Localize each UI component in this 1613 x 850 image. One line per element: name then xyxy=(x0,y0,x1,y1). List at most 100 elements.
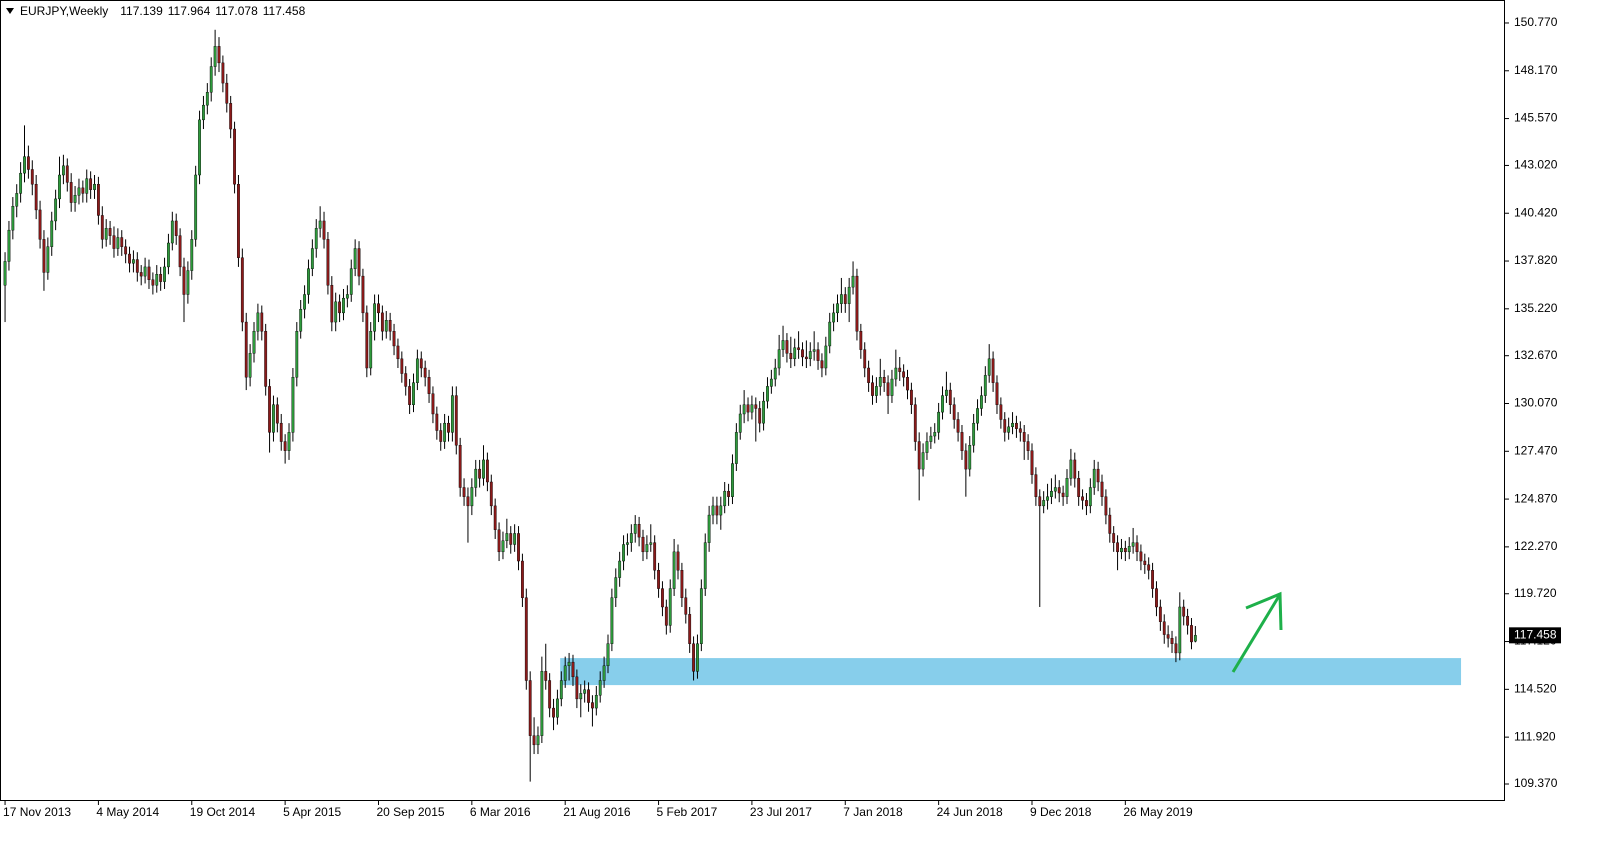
candle-body xyxy=(50,220,54,247)
candle-body xyxy=(190,239,194,271)
candle-body xyxy=(167,242,170,268)
candle-body xyxy=(859,331,863,350)
x-tick-label: 23 Jul 2017 xyxy=(750,805,812,819)
candle-body xyxy=(112,235,116,249)
candle-body xyxy=(135,259,139,273)
candle-body xyxy=(1085,500,1088,507)
candle-body xyxy=(439,430,443,442)
candle-body xyxy=(1120,547,1123,553)
candle-body xyxy=(1081,496,1084,501)
candle-body xyxy=(820,360,824,369)
candle-body xyxy=(1096,468,1100,483)
candle-body xyxy=(373,303,377,332)
candle-body xyxy=(38,209,42,240)
candle-body xyxy=(97,183,100,216)
candle-body xyxy=(653,542,657,571)
candle-body xyxy=(342,297,345,314)
y-tick-label: 130.070 xyxy=(1514,396,1558,410)
candle-body xyxy=(563,665,567,681)
candle-body xyxy=(715,505,719,516)
candle-body xyxy=(314,228,318,249)
y-tick-label: 145.570 xyxy=(1514,111,1558,125)
candle-body xyxy=(256,312,260,332)
candle-body xyxy=(544,671,548,681)
candle-body xyxy=(1030,450,1034,475)
candle-body xyxy=(766,386,769,402)
candle-body xyxy=(124,246,128,255)
candle-body xyxy=(952,404,956,420)
candle-body xyxy=(470,487,474,507)
candle-body xyxy=(556,698,559,718)
candle-body xyxy=(727,490,730,497)
candle-body xyxy=(34,183,38,211)
candle-body xyxy=(575,676,579,700)
candle-body xyxy=(186,270,190,295)
candle-body xyxy=(1007,426,1011,433)
candle-body xyxy=(540,671,544,736)
candle-body xyxy=(999,404,1003,420)
candle-body xyxy=(1131,542,1135,547)
candle-body xyxy=(485,459,489,483)
candle-body xyxy=(1127,546,1131,553)
candle-body xyxy=(513,533,517,545)
x-tick-label: 5 Apr 2015 xyxy=(283,805,341,819)
candle-body xyxy=(664,606,668,626)
candle-body xyxy=(392,331,396,347)
candle-body xyxy=(637,524,641,538)
candle-body xyxy=(707,514,711,543)
y-tick-label: 150.770 xyxy=(1514,15,1558,29)
candle-body xyxy=(400,358,404,374)
candle-body xyxy=(793,347,797,360)
candle-body xyxy=(497,529,501,553)
y-tick-label: 114.520 xyxy=(1514,682,1557,696)
candle-body xyxy=(995,382,999,405)
candle-body xyxy=(785,340,789,354)
candle-body xyxy=(610,597,614,644)
candle-body xyxy=(1015,422,1018,429)
candle-body xyxy=(287,432,291,451)
candle-body xyxy=(240,257,244,323)
candle-body xyxy=(412,382,415,405)
candle-body xyxy=(443,422,447,442)
candle-body xyxy=(594,695,598,709)
candle-body xyxy=(676,551,680,571)
candle-body xyxy=(505,533,509,542)
y-tick-label: 111.920 xyxy=(1514,729,1556,743)
arrow-head xyxy=(1245,591,1283,631)
y-tick-label: 148.170 xyxy=(1514,63,1558,77)
candle-body xyxy=(980,395,983,409)
candle-body xyxy=(365,312,369,369)
candle-body xyxy=(521,560,524,598)
candle-body xyxy=(781,340,785,350)
menu-triangle[interactable] xyxy=(6,8,14,14)
candle-body xyxy=(723,490,727,507)
candle-body xyxy=(945,389,948,396)
candle-body xyxy=(450,395,454,433)
candle-body xyxy=(688,614,692,644)
y-tick-label: 137.820 xyxy=(1514,253,1558,267)
candle-body xyxy=(649,542,653,545)
candle-body xyxy=(493,505,497,530)
candle-body xyxy=(330,285,334,323)
candle-body xyxy=(1170,638,1174,644)
candle-body xyxy=(423,367,427,378)
candle-body xyxy=(1018,428,1022,433)
candle-body xyxy=(427,377,431,394)
candle-body xyxy=(1073,459,1077,479)
candle-body xyxy=(353,248,357,269)
candle-body xyxy=(618,560,622,578)
candle-body xyxy=(198,119,201,176)
candle-body xyxy=(466,496,470,507)
candle-body xyxy=(1123,547,1127,553)
candle-body xyxy=(233,128,236,185)
candle-body xyxy=(252,331,256,354)
candle-body xyxy=(1182,606,1186,617)
candle-body xyxy=(345,294,349,299)
candle-body xyxy=(1190,625,1193,643)
candle-body xyxy=(221,62,225,84)
candle-body xyxy=(264,331,268,387)
candle-body xyxy=(696,643,699,672)
x-tick-label: 17 Nov 2013 xyxy=(3,805,71,819)
candle-body xyxy=(894,367,898,380)
candle-body xyxy=(536,735,540,746)
